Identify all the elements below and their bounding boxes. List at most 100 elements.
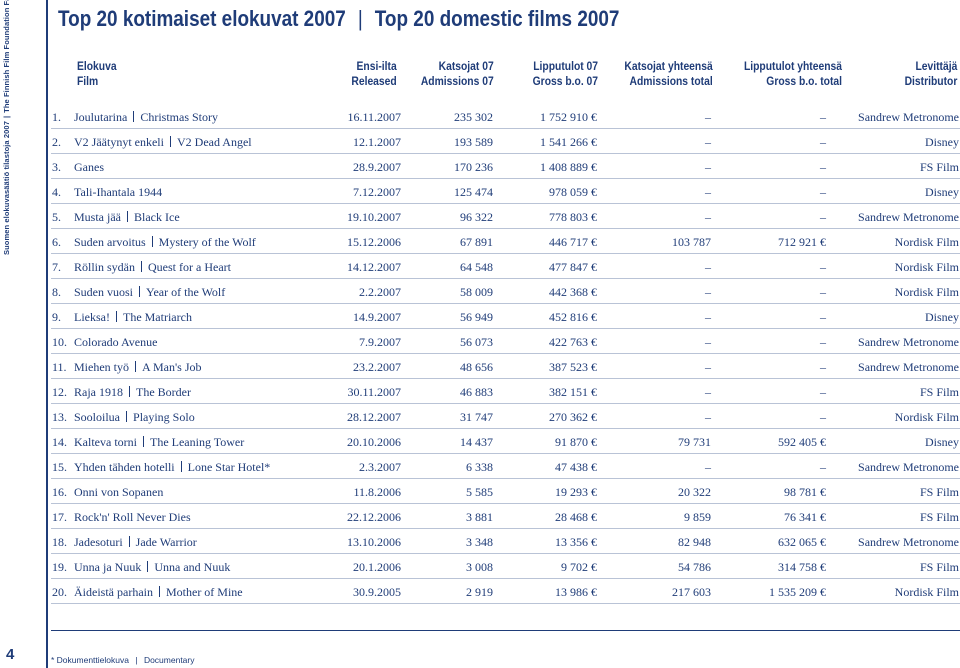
rank-cell: 4. — [52, 185, 61, 199]
sidebar-caption: Suomen elokuvasäätiö tilastoja 2007|The … — [2, 0, 11, 255]
title-separator — [141, 261, 143, 272]
distributor-cell: Disney — [925, 435, 959, 449]
gross-total-cell: – — [820, 410, 826, 424]
page-title: Top 20 kotimaiset elokuvat 2007 | Top 20 d… — [58, 6, 620, 31]
header-admissions: Katsojat 07 Admissions 07 — [421, 59, 494, 88]
gross-cell: 1 541 266 € — [540, 135, 597, 149]
admissions-cell: 6 338 — [466, 460, 493, 474]
film-title-fi: Joulutarina — [74, 110, 128, 124]
admissions-cell: 67 891 — [460, 235, 493, 249]
admissions-cell: 3 008 — [466, 560, 493, 574]
gross-cell: 778 803 € — [549, 210, 597, 224]
film-title-fi: Yhden tähden hotelli — [74, 460, 175, 474]
gross-total-cell: – — [820, 310, 826, 324]
film-cell: Joulutarina Christmas Story — [74, 110, 218, 125]
table-row: 20. Äideistä parhain Mother of Mine 30.9.20… — [51, 579, 960, 604]
released-cell: 16.11.2007 — [347, 110, 401, 124]
gross-cell: 270 362 € — [549, 410, 597, 424]
title-separator — [142, 436, 144, 447]
film-title-fi: V2 Jäätynyt enkeli — [74, 135, 164, 149]
admissions-total-cell: – — [705, 360, 711, 374]
distributor-cell: Nordisk Film — [894, 585, 959, 599]
footnote-en: Documentary — [143, 655, 195, 665]
released-cell: 14.12.2007 — [347, 260, 401, 274]
film-title-fi: Röllin sydän — [74, 260, 136, 274]
film-title-en: Quest for a Heart — [148, 260, 231, 274]
admissions-total-cell: – — [705, 110, 711, 124]
film-cell: Miehen työ A Man's Job — [74, 360, 202, 375]
sidebar: Suomen elokuvasäätiö tilastoja 2007|The … — [0, 0, 46, 668]
footnote: * Dokumenttielokuva | Documentary — [51, 655, 195, 665]
admissions-total-cell: – — [705, 135, 711, 149]
admissions-total-cell: 82 948 — [678, 535, 711, 549]
distributor-cell: Nordisk Film — [894, 285, 959, 299]
film-title-fi: Raja 1918 — [74, 385, 123, 399]
admissions-cell: 64 548 — [460, 260, 493, 274]
table-row: 14. Kalteva torni The Leaning Tower 20.10.2… — [51, 429, 960, 454]
table-row: 8. Suden vuosi Year of the Wolf 2.2.2007 58 … — [51, 279, 960, 304]
rank-cell: 6. — [52, 235, 61, 249]
admissions-cell: 31 747 — [460, 410, 493, 424]
film-title-en: Playing Solo — [133, 410, 195, 424]
rank-cell: 19. — [52, 560, 67, 574]
distributor-cell: Nordisk Film — [894, 235, 959, 249]
distributor-cell: Disney — [925, 185, 959, 199]
film-title-en: The Border — [136, 385, 191, 399]
rank-cell: 1. — [52, 110, 61, 124]
film-title-fi: Onni von Sopanen — [74, 485, 164, 499]
rank-cell: 10. — [52, 335, 67, 349]
film-title-en: V2 Dead Angel — [176, 135, 252, 149]
gross-cell: 13 986 € — [555, 585, 597, 599]
film-title-fi: Sooloilua — [74, 410, 121, 424]
film-title-fi: Unna ja Nuuk — [74, 560, 142, 574]
film-title-fi: Ganes — [74, 160, 104, 174]
admissions-total-cell: – — [705, 310, 711, 324]
footnote-fi: * Dokumenttielokuva — [51, 655, 129, 665]
released-cell: 30.9.2005 — [353, 585, 401, 599]
gross-total-cell: – — [820, 110, 826, 124]
gross-cell: 28 468 € — [555, 510, 597, 524]
distributor-cell: Sandrew Metronome — [858, 210, 959, 224]
header-distributor: Levittäjä Distributor — [904, 59, 957, 88]
rank-cell: 15. — [52, 460, 67, 474]
title-separator — [126, 411, 128, 422]
gross-total-cell: 98 781 € — [784, 485, 826, 499]
title-separator — [115, 311, 117, 322]
table-row: 1. Joulutarina Christmas Story 16.11.2007 23… — [51, 104, 960, 129]
admissions-total-cell: – — [705, 185, 711, 199]
admissions-cell: 170 236 — [454, 160, 493, 174]
film-cell: Sooloilua Playing Solo — [74, 410, 195, 425]
distributor-cell: FS Film — [919, 385, 959, 399]
distributor-cell: Sandrew Metronome — [858, 535, 959, 549]
gross-total-cell: 314 758 € — [778, 560, 826, 574]
gross-cell: 1 752 910 € — [540, 110, 597, 124]
rank-cell: 18. — [52, 535, 67, 549]
released-cell: 2.2.2007 — [359, 285, 401, 299]
title-separator — [180, 461, 182, 472]
gross-total-cell: – — [820, 135, 826, 149]
title-separator — [135, 361, 136, 372]
film-title-fi: Musta jää — [74, 210, 121, 224]
table-row: 2. V2 Jäätynyt enkeli V2 Dead Angel 12.1.20… — [51, 129, 960, 154]
title-separator — [147, 561, 149, 572]
admissions-total-cell: 9 859 — [684, 510, 711, 524]
table-row: 17. Rock'n' Roll Never Dies 22.12.2006 3 88… — [51, 504, 960, 529]
released-cell: 2.3.2007 — [359, 460, 401, 474]
table-row: 19. Unna ja Nuuk Unna and Nuuk 20.1.2006 3 0… — [51, 554, 960, 579]
gross-total-cell: 712 921 € — [778, 235, 826, 249]
released-cell: 28.9.2007 — [353, 160, 401, 174]
gross-total-cell: – — [820, 335, 826, 349]
film-title-fi: Kalteva torni — [74, 435, 137, 449]
distributor-cell: Sandrew Metronome — [858, 335, 959, 349]
gross-cell: 442 368 € — [549, 285, 597, 299]
distributor-cell: Nordisk Film — [894, 410, 959, 424]
admissions-cell: 46 883 — [460, 385, 493, 399]
admissions-total-cell: – — [705, 285, 711, 299]
table-row: 10. Colorado Avenue 7.9.2007 56 073 422 763 … — [51, 329, 960, 354]
film-title-en: Mystery of the Wolf — [158, 235, 256, 249]
admissions-cell: 56 073 — [460, 335, 493, 349]
rank-cell: 8. — [52, 285, 61, 299]
header-film: Elokuva Film — [77, 59, 117, 88]
gross-cell: 382 151 € — [549, 385, 597, 399]
table-row: 9. Lieksa! The Matriarch 14.9.2007 56 949 452… — [51, 304, 960, 329]
